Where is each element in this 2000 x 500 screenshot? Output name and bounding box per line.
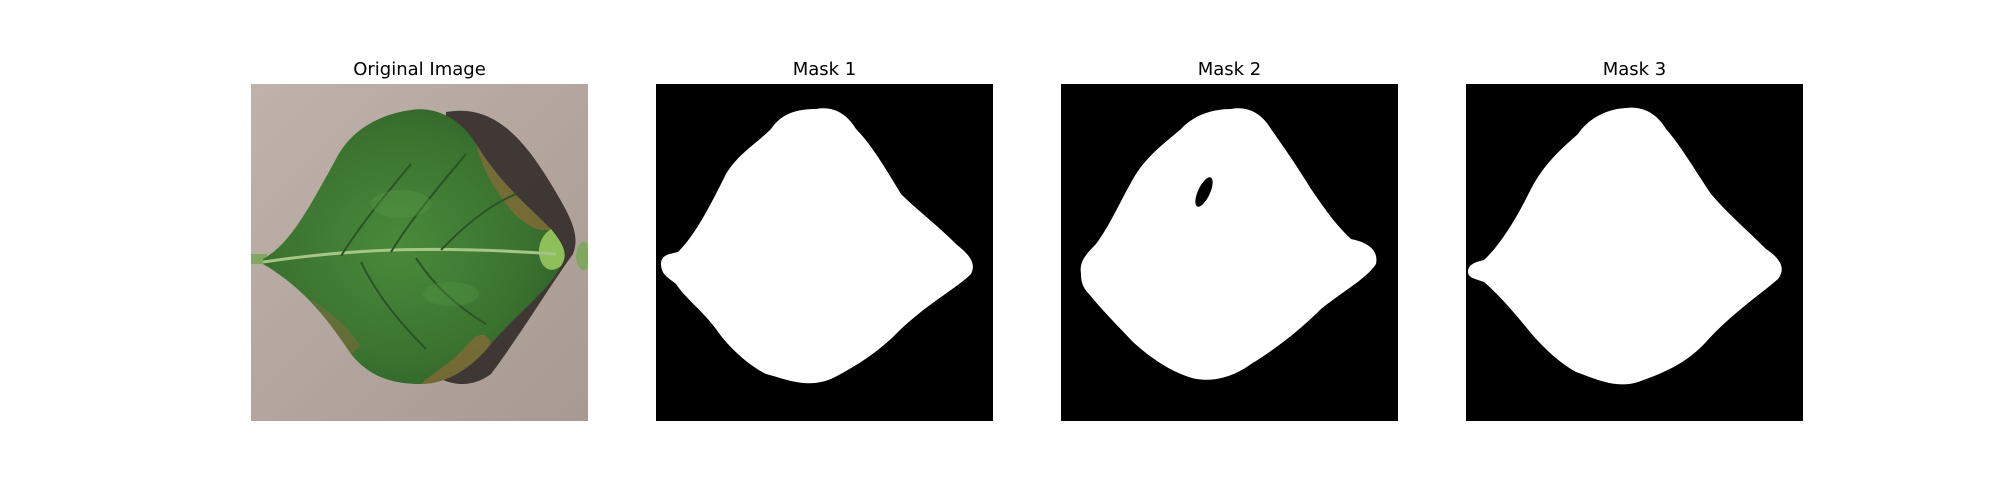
leaf-highlight [423,282,479,306]
mask-3-panel [1466,84,1803,421]
leaf-highlight [371,190,431,218]
mask-hole [1195,177,1213,207]
mask-2-title: Mask 2 [1197,59,1262,80]
mask-foreground [1468,107,1782,385]
leaf-vein [360,261,427,350]
stem-right [576,242,588,270]
mask-1-panel [656,84,993,421]
blight-patch-upper [476,144,551,231]
original-image-panel [251,84,588,421]
leaf-tip [538,229,565,270]
stem-left [251,254,267,264]
leaf-photo [251,84,588,421]
leaf-midrib [262,247,557,264]
blight-patch-lower [421,334,491,384]
leaf-vein [390,153,467,253]
leaf-vein [415,257,487,325]
original-image-title: Original Image [353,59,486,80]
mask-1-title: Mask 1 [792,59,857,80]
blight-patch-left [311,299,361,354]
leaf-vein [340,163,412,257]
mask-1-image [656,84,993,421]
leaf-vein [440,193,517,251]
mask-foreground [1080,108,1377,380]
mask-3-image [1466,84,1803,421]
mask-foreground [661,108,973,384]
mask-3-title: Mask 3 [1602,59,1667,80]
mask-2-panel [1061,84,1398,421]
mask-2-image [1061,84,1398,421]
